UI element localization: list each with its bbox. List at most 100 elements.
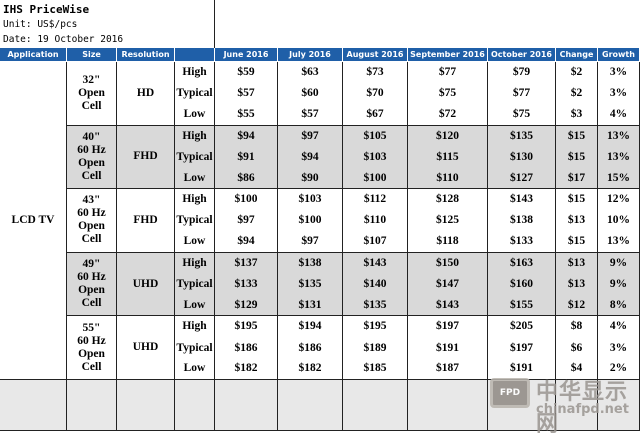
price-cell: $118 [408,231,488,253]
price-cell: $135 [488,125,556,147]
price-cell: $163 [488,252,556,274]
price-cell: $55 [215,104,278,126]
column-header: July 2016 [278,48,343,62]
price-cell: $143 [343,252,408,274]
watermark: FPD 中华显示网 chinafpd.net [488,372,638,437]
price-cell: $197 [408,316,488,338]
price-cell: 13% [598,231,640,253]
empty-cell [556,380,598,431]
price-cell: $15 [556,146,598,168]
level-cell: Typical [175,146,215,168]
price-cell: $135 [343,295,408,317]
price-cell: $138 [278,252,343,274]
price-cell: $13 [556,210,598,232]
price-cell: $2 [556,83,598,105]
unit: Unit: US$/pcs [3,19,78,30]
price-cell: $107 [343,231,408,253]
level-cell: High [175,125,215,147]
price-cell: $94 [215,231,278,253]
price-cell: $13 [556,274,598,296]
price-cell: $128 [408,189,488,211]
level-cell: Typical [175,210,215,232]
price-cell: $75 [408,83,488,105]
size-cell: 32" Open Cell [67,62,117,126]
price-cell: $133 [215,274,278,296]
empty-cell [0,380,67,431]
level-cell: Typical [175,83,215,105]
price-cell: $186 [278,337,343,359]
price-cell: $86 [215,168,278,190]
price-cell: $8 [556,316,598,338]
price-cell: $112 [343,189,408,211]
price-cell: $4 [556,358,598,380]
price-cell: $140 [343,274,408,296]
price-cell: $182 [278,358,343,380]
price-cell: $77 [408,62,488,84]
price-cell: $94 [278,146,343,168]
price-cell: $110 [408,168,488,190]
column-header: Resolution [117,48,175,62]
price-cell: $63 [278,62,343,84]
size-cell: 43" 60 Hz Open Cell [67,189,117,253]
empty-cell [215,380,278,431]
price-cell: 13% [598,125,640,147]
price-cell: $103 [278,189,343,211]
header-cell [175,48,215,62]
column-header: Application [0,48,67,62]
price-cell: 9% [598,252,640,274]
price-cell: 12% [598,189,640,211]
price-cell: $205 [488,316,556,338]
price-cell: $57 [215,83,278,105]
column-header: September 2016 [408,48,488,62]
price-cell: 9% [598,274,640,296]
price-cell: $194 [278,316,343,338]
price-cell: $6 [556,337,598,359]
price-cell: $72 [408,104,488,126]
level-cell: Low [175,168,215,190]
empty-cell [343,380,408,431]
resolution-cell: FHD [117,189,175,253]
level-cell: Typical [175,274,215,296]
level-cell: High [175,62,215,84]
price-cell: $160 [488,274,556,296]
price-cell: $2 [556,62,598,84]
price-cell: $129 [215,295,278,317]
price-cell: $182 [215,358,278,380]
price-cell: $94 [215,125,278,147]
price-cell: $12 [556,295,598,317]
level-cell: Low [175,358,215,380]
price-cell: $137 [215,252,278,274]
price-cell: $133 [488,231,556,253]
level-cell: Low [175,231,215,253]
price-cell: $197 [488,337,556,359]
resolution-cell: FHD [117,125,175,190]
price-cell: $115 [408,146,488,168]
price-cell: $143 [408,295,488,317]
price-cell: $105 [343,125,408,147]
price-cell: $73 [343,62,408,84]
price-cell: 3% [598,83,640,105]
price-cell: $135 [278,274,343,296]
price-cell: 13% [598,146,640,168]
price-cell: $195 [343,316,408,338]
empty-cell [408,380,488,431]
price-cell: $189 [343,337,408,359]
price-cell: $15 [556,231,598,253]
empty-cell [278,380,343,431]
size-cell: 49" 60 Hz Open Cell [67,252,117,317]
price-cell: $75 [488,104,556,126]
price-cell: 15% [598,168,640,190]
price-cell: $150 [408,252,488,274]
price-cell: $60 [278,83,343,105]
price-cell: 8% [598,295,640,317]
price-cell: 4% [598,316,640,338]
price-cell: $17 [556,168,598,190]
price-cell: $125 [408,210,488,232]
price-cell: $131 [278,295,343,317]
watermark-url: chinafpd.net [536,402,629,417]
level-cell: Low [175,104,215,126]
level-cell: High [175,189,215,211]
price-cell: $97 [278,231,343,253]
price-cell: $127 [488,168,556,190]
